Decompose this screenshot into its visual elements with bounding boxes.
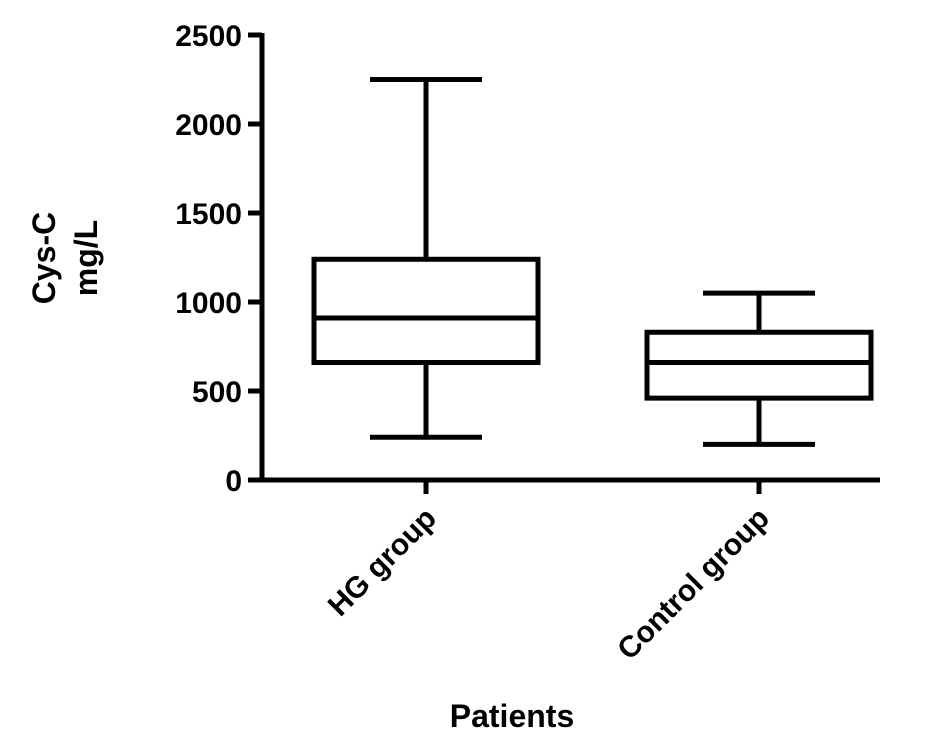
- y-tick-label: 0: [225, 465, 242, 498]
- iqr-box: [311, 256, 541, 366]
- box-1: [311, 77, 541, 440]
- y-axis-ticks: 0 500 1000 1500 2000 2500: [175, 20, 262, 498]
- y-tick-label: 1000: [175, 287, 242, 320]
- y-axis-title-line-2: mg/L: [68, 220, 104, 296]
- box-series: [311, 77, 874, 447]
- y-tick-label: 1500: [175, 198, 242, 231]
- x-axis-title: Patients: [450, 698, 574, 734]
- x-tick-label: Control group: [611, 502, 776, 667]
- y-axis-title-line-1: Cys-C: [26, 212, 62, 304]
- x-axis-ticks: HG group Control group: [322, 480, 776, 666]
- x-tick-label: HG group: [322, 502, 443, 623]
- y-tick-label: 2500: [175, 20, 242, 53]
- iqr-box: [644, 329, 874, 401]
- box-2: [644, 290, 874, 447]
- y-tick-label: 2000: [175, 109, 242, 142]
- y-tick-label: 500: [192, 376, 242, 409]
- axes: [259, 33, 880, 483]
